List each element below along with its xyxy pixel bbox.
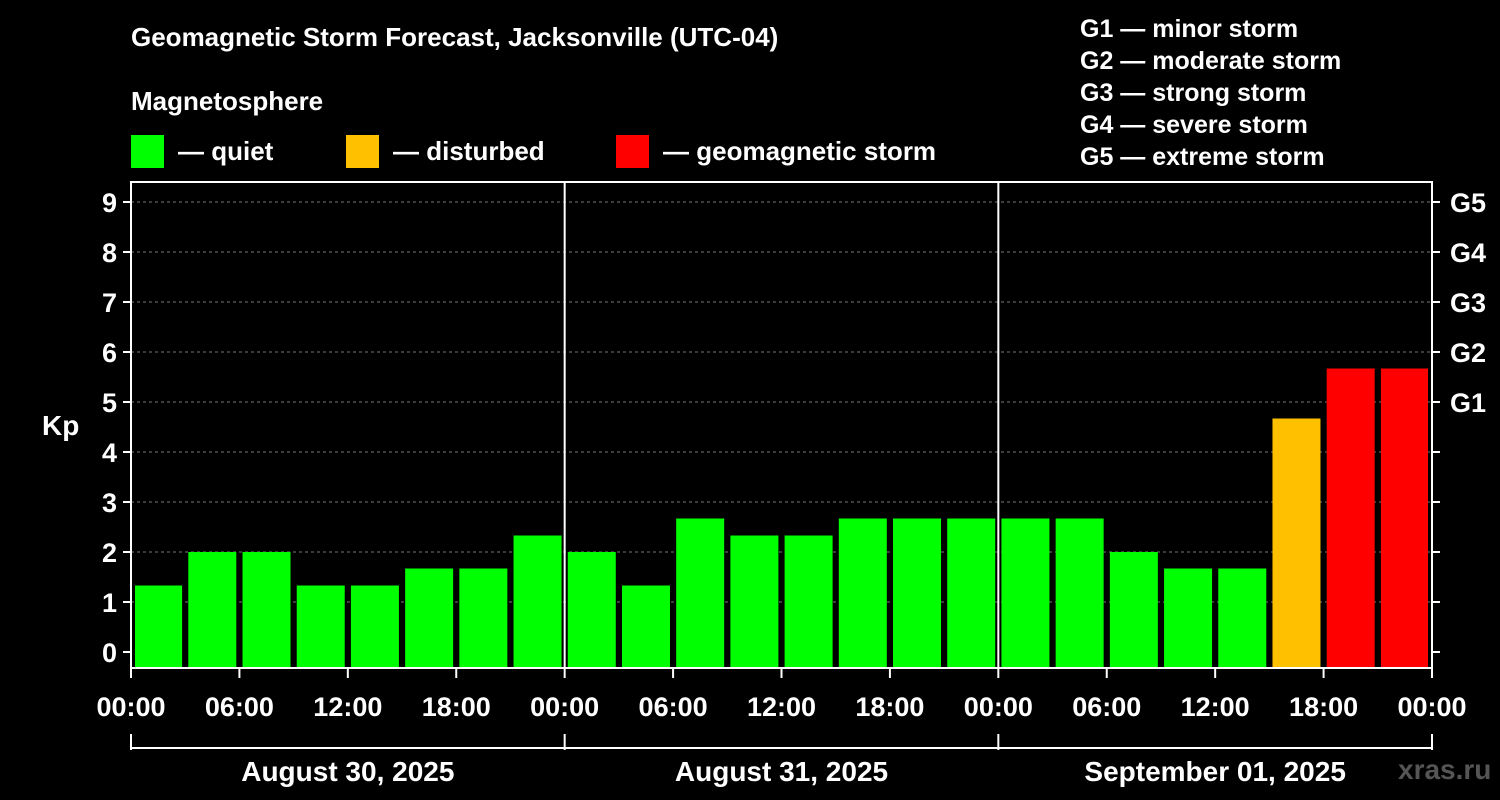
legend-quiet-swatch bbox=[131, 134, 164, 168]
y-tick-label: 7 bbox=[102, 288, 117, 318]
y-tick-label: 5 bbox=[102, 388, 117, 418]
x-tick-label: 00:00 bbox=[1397, 692, 1466, 722]
kp-bar bbox=[676, 518, 725, 668]
x-tick-label: 18:00 bbox=[422, 692, 491, 722]
y-tick-label: 1 bbox=[102, 588, 117, 618]
y-axis-label: Kp bbox=[42, 410, 80, 441]
kp-bar bbox=[1326, 368, 1375, 668]
kp-bar bbox=[1109, 552, 1158, 668]
y-tick-label: 3 bbox=[102, 488, 117, 518]
legend-storm-label: — geomagnetic storm bbox=[663, 135, 937, 166]
legend-heading: Magnetosphere bbox=[131, 86, 324, 116]
x-tick-label: 12:00 bbox=[1181, 692, 1250, 722]
legend-storm-swatch bbox=[616, 134, 649, 168]
y-tick-label: 4 bbox=[102, 438, 117, 468]
legend-disturbed-label: — disturbed bbox=[393, 135, 545, 166]
x-tick-label: 06:00 bbox=[205, 692, 274, 722]
kp-bar bbox=[947, 518, 996, 668]
legend-storm: — geomagnetic storm bbox=[616, 134, 936, 168]
x-tick-label: 00:00 bbox=[964, 692, 1033, 722]
kp-bar bbox=[1380, 368, 1428, 668]
g-scale-legend: G1 — minor storm G2 — moderate storm G3 … bbox=[1080, 13, 1341, 173]
g-level-label: G2 bbox=[1450, 338, 1486, 368]
legend-quiet-label: — quiet bbox=[178, 135, 274, 166]
kp-bar bbox=[784, 535, 833, 668]
kp-bar bbox=[1218, 568, 1267, 668]
kp-bar bbox=[730, 535, 779, 668]
g-level-label: G4 bbox=[1450, 238, 1486, 268]
kp-bar bbox=[1055, 518, 1104, 668]
kp-bar bbox=[405, 568, 454, 668]
legend-disturbed-swatch bbox=[346, 134, 379, 168]
kp-bar bbox=[242, 552, 291, 668]
legend-quiet: — quiet bbox=[131, 134, 273, 168]
y-tick-label: 2 bbox=[102, 538, 117, 568]
date-label: September 01, 2025 bbox=[1084, 756, 1346, 787]
x-tick-label: 12:00 bbox=[313, 692, 382, 722]
legend-disturbed: — disturbed bbox=[346, 134, 545, 168]
kp-bar bbox=[1272, 418, 1321, 668]
kp-bar bbox=[188, 552, 237, 668]
date-label: August 31, 2025 bbox=[675, 756, 888, 787]
x-tick-label: 06:00 bbox=[1072, 692, 1141, 722]
g-level-label: G5 bbox=[1450, 188, 1486, 218]
kp-bar bbox=[1164, 568, 1213, 668]
x-tick-label: 06:00 bbox=[639, 692, 708, 722]
g-level-label: G1 bbox=[1450, 388, 1486, 418]
g-scale-g1: G1 — minor storm bbox=[1080, 15, 1299, 43]
y-tick-label: 9 bbox=[102, 188, 117, 218]
g-scale-g3: G3 — strong storm bbox=[1080, 79, 1307, 107]
kp-bar bbox=[567, 552, 616, 668]
g-scale-g5: G5 — extreme storm bbox=[1080, 143, 1325, 171]
kp-bar bbox=[513, 535, 562, 668]
x-tick-label: 12:00 bbox=[747, 692, 816, 722]
kp-bar bbox=[621, 585, 670, 668]
kp-bar bbox=[135, 585, 183, 668]
y-tick-label: 6 bbox=[102, 338, 117, 368]
y-tick-label: 0 bbox=[102, 638, 117, 668]
x-tick-label: 00:00 bbox=[96, 692, 165, 722]
x-tick-label: 00:00 bbox=[530, 692, 599, 722]
kp-bar bbox=[1001, 518, 1050, 668]
kp-bar bbox=[296, 585, 345, 668]
watermark: xras.ru bbox=[1398, 754, 1492, 785]
kp-bar bbox=[459, 568, 508, 668]
x-tick-label: 18:00 bbox=[855, 692, 924, 722]
kp-bar bbox=[350, 585, 399, 668]
x-tick-label: 18:00 bbox=[1289, 692, 1358, 722]
kp-bar bbox=[838, 518, 887, 668]
chart-title: Geomagnetic Storm Forecast, Jacksonville… bbox=[131, 22, 779, 52]
kp-bar bbox=[893, 518, 942, 668]
date-label: August 30, 2025 bbox=[241, 756, 454, 787]
y-tick-label: 8 bbox=[102, 238, 117, 268]
g-level-label: G3 bbox=[1450, 288, 1486, 318]
g-scale-g2: G2 — moderate storm bbox=[1080, 47, 1342, 75]
g-scale-g4: G4 — severe storm bbox=[1080, 111, 1308, 139]
